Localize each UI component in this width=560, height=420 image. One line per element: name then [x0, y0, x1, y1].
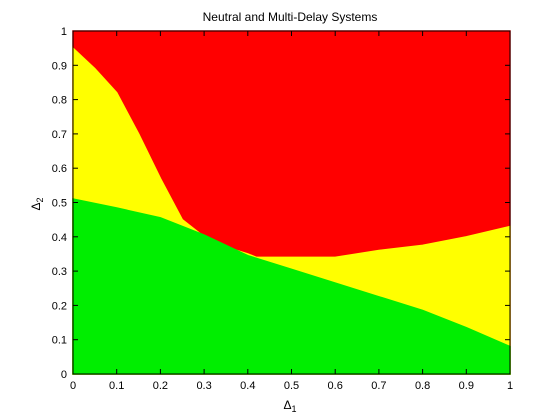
y-tick-label: 0.2 — [52, 300, 67, 312]
x-tick-label: 0.8 — [415, 380, 430, 392]
x-axis-label-symbol: Δ — [283, 398, 291, 412]
y-tick-label: 0.6 — [52, 163, 67, 175]
x-tick-label: 0.2 — [153, 380, 168, 392]
x-tick-label: 0.5 — [284, 380, 299, 392]
x-axis: 0 0.1 0.2 0.3 0.4 0.5 0.6 0.7 0.8 0.9 1 — [70, 31, 513, 392]
chart-title: Neutral and Multi-Delay Systems — [203, 10, 378, 24]
x-tick-label: 0.3 — [196, 380, 211, 392]
plot-area — [72, 30, 511, 375]
y-tick-label: 1 — [61, 26, 67, 38]
y-tick-label: 0.9 — [52, 60, 67, 72]
y-tick-label: 0 — [61, 369, 67, 381]
x-tick-label: 0.1 — [109, 380, 124, 392]
y-tick-label: 0.8 — [52, 95, 67, 107]
y-tick-label: 0.3 — [52, 266, 67, 278]
y-axis-label-subscript: 2 — [35, 197, 45, 202]
y-axis-label-symbol: Δ — [29, 203, 43, 211]
x-tick-label: 0.9 — [459, 380, 474, 392]
y-axis-label: Δ2 — [29, 197, 45, 210]
region-green — [72, 198, 511, 375]
x-tick-label: 1 — [507, 380, 513, 392]
y-tick-label: 0.5 — [52, 198, 67, 210]
x-tick-label: 0.4 — [240, 380, 255, 392]
y-tick-label: 0.1 — [52, 335, 67, 347]
x-axis-label-subscript: 1 — [292, 404, 297, 414]
y-axis: 0 0.1 0.2 0.3 0.4 0.5 0.6 0.7 0.8 0.9 1 — [52, 26, 510, 381]
x-axis-label: Δ1 — [283, 398, 296, 414]
x-tick-label: 0.7 — [371, 380, 386, 392]
x-tick-label: 0.6 — [328, 380, 343, 392]
x-tick-label: 0 — [70, 380, 76, 392]
y-tick-label: 0.7 — [52, 129, 67, 141]
y-tick-label: 0.4 — [52, 232, 67, 244]
